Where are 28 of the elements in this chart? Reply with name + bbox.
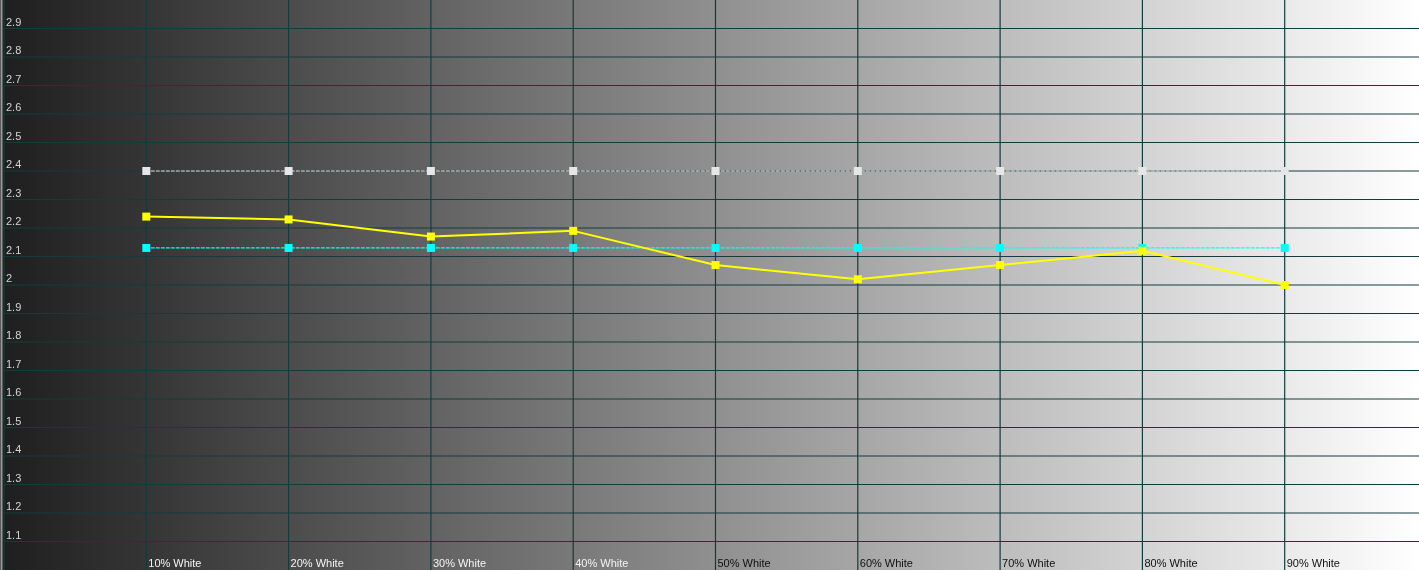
x-tick-label: 60% White <box>859 557 913 569</box>
y-tick-label: 2.9 <box>6 15 22 28</box>
x-tick-label: 20% White <box>290 557 344 569</box>
y-tick-label: 2.1 <box>6 243 22 256</box>
y-tick-label: 2.7 <box>6 72 22 85</box>
y-tick-label: 1.2 <box>6 500 22 512</box>
x-tick-label: 10% White <box>148 557 202 569</box>
y-tick-label: 2.2 <box>6 215 22 227</box>
x-tick-label: 50% White <box>717 557 771 569</box>
y-tick-label: 2.3 <box>6 186 22 199</box>
x-tick-label: 40% White <box>575 557 629 569</box>
y-tick-label: 1.7 <box>6 357 22 370</box>
y-tick-label: 1.1 <box>6 528 22 541</box>
y-tick-label: 1.9 <box>6 300 22 313</box>
x-tick-label: 80% White <box>1144 557 1198 569</box>
x-tick-label: 30% White <box>432 557 487 569</box>
y-tick-label: 1.3 <box>6 471 22 484</box>
y-tick-label: 2.5 <box>6 129 22 142</box>
y-tick-label: 2 <box>6 272 13 284</box>
y-tick-label: 2.8 <box>6 44 22 56</box>
x-tick-label: 90% White <box>1286 557 1340 569</box>
x-tick-label: 70% White <box>1002 557 1056 569</box>
y-tick-label: 2.6 <box>6 101 22 113</box>
y-tick-label: 1.4 <box>6 443 22 455</box>
y-tick-label: 1.6 <box>6 386 22 398</box>
y-tick-label: 1.5 <box>6 414 22 427</box>
y-tick-label: 1.8 <box>6 329 22 341</box>
y-tick-label: 2.4 <box>6 158 22 170</box>
